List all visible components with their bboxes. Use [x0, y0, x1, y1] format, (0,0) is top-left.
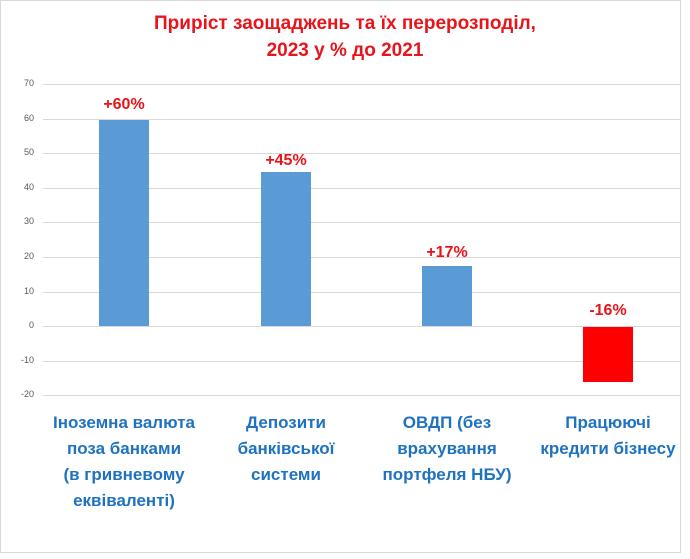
y-tick: 10 [23, 286, 34, 296]
chart-title: Приріст заощаджень та їх перерозподіл, 2… [0, 10, 690, 64]
gridline-zero [43, 326, 681, 327]
y-tick: 0 [28, 320, 34, 330]
gridline [43, 222, 681, 223]
gridline [43, 361, 681, 362]
category-label: Працюючі кредити бізнесу [540, 413, 676, 458]
chart-title-line-2: 2023 у % до 2021 [266, 40, 424, 61]
gridline [43, 119, 681, 120]
data-label: +17% [426, 244, 468, 261]
y-tick: 30 [23, 216, 34, 226]
bar-bank-deposits [261, 172, 311, 326]
chart-frame [0, 0, 681, 553]
gridline [43, 257, 681, 258]
y-tick: -20 [20, 389, 34, 399]
y-tick: -10 [20, 355, 34, 365]
y-tick: 60 [23, 113, 34, 123]
data-label: -16% [589, 302, 627, 319]
bar-foreign-currency [99, 120, 149, 326]
gridline [43, 395, 681, 396]
data-label: +60% [103, 96, 145, 113]
y-tick: 20 [23, 251, 34, 261]
bar-business-loans [583, 327, 633, 382]
category-label: Іноземна валюта поза банками (в гривнево… [53, 413, 195, 510]
category-label: ОВДП (без врахування портфеля НБУ) [382, 413, 512, 484]
y-tick: 50 [23, 147, 34, 157]
gridline [43, 84, 681, 85]
y-tick: 70 [23, 78, 34, 88]
data-label: +45% [265, 152, 307, 169]
gridline [43, 292, 681, 293]
category-label: Депозити банківської системи [237, 413, 335, 484]
bar-ovdp [422, 266, 472, 326]
chart-title-line-1: Приріст заощаджень та їх перерозподіл, [154, 13, 536, 34]
gridline [43, 188, 681, 189]
y-tick: 40 [23, 182, 34, 192]
gridline [43, 153, 681, 154]
